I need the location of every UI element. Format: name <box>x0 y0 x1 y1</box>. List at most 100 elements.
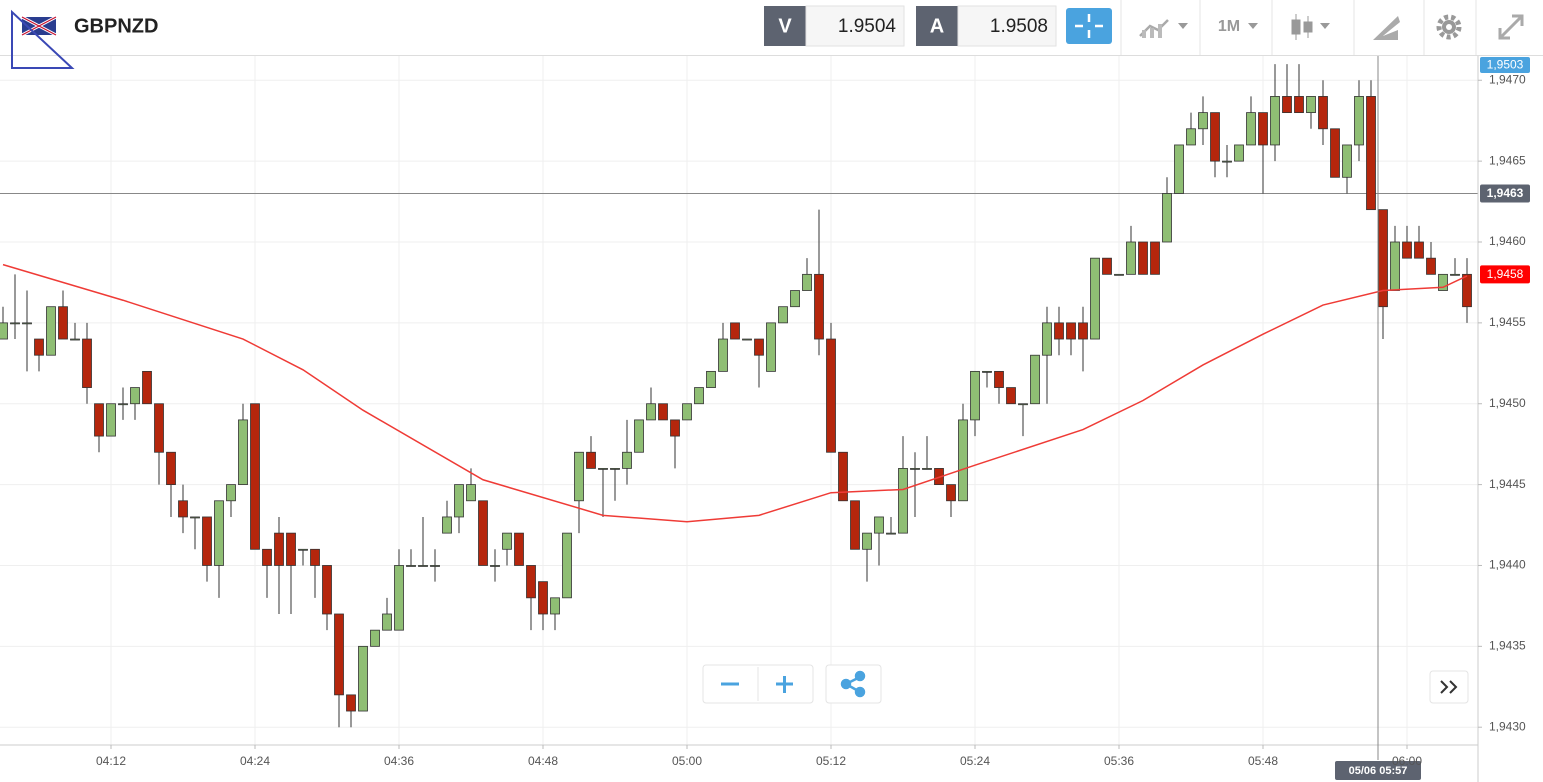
candle-body <box>886 532 896 535</box>
candle-body <box>286 532 296 566</box>
candle-body <box>694 387 704 405</box>
share-button[interactable] <box>825 664 882 704</box>
candle-body <box>754 338 764 356</box>
bid-label: V <box>778 15 792 37</box>
candle-body <box>550 597 560 615</box>
x-tick-label: 05:12 <box>816 754 846 768</box>
ask-marker-label: 1,9503 <box>1487 58 1524 72</box>
candle-body <box>1282 96 1292 114</box>
candle-body <box>1270 96 1280 146</box>
candle-body <box>1234 144 1244 162</box>
candle-body <box>154 403 164 453</box>
candle-body <box>298 548 308 551</box>
x-tick-label: 05:00 <box>672 754 702 768</box>
candle-body <box>1426 257 1436 275</box>
axis <box>0 56 1479 782</box>
candle-body <box>1090 257 1100 340</box>
candle-body <box>214 500 224 566</box>
settings-button[interactable] <box>1436 14 1462 40</box>
timeframe-button[interactable]: 1M <box>1218 18 1240 35</box>
candle-body <box>430 565 440 567</box>
chart-type-button[interactable] <box>1139 19 1188 38</box>
bid-button[interactable] <box>764 6 806 46</box>
candle-body <box>574 451 584 502</box>
candle-body <box>1402 241 1412 259</box>
scroll-right-icon <box>1440 680 1458 694</box>
candle-body <box>0 322 8 340</box>
x-tick-label: 05:24 <box>960 754 990 768</box>
candle-body <box>1462 273 1472 308</box>
zoom-in-button[interactable] <box>776 676 793 693</box>
bid-value: 1.9504 <box>838 16 897 37</box>
moving-average <box>2 263 1468 523</box>
candle-body <box>1318 96 1328 130</box>
x-tick-label: 05:36 <box>1104 754 1134 768</box>
candle-body <box>370 629 380 647</box>
crosshair-time-box <box>1335 761 1421 780</box>
candle-body <box>1162 193 1172 243</box>
candle-body <box>166 451 176 486</box>
fullscreen-button[interactable] <box>1498 14 1524 40</box>
candle-body <box>994 370 1004 388</box>
candle-body <box>1006 387 1016 405</box>
candle-body <box>1450 273 1460 276</box>
candle-body <box>322 565 332 615</box>
x-tick-label: 05:48 <box>1248 754 1278 768</box>
candle-body <box>622 451 632 469</box>
candle-body <box>1018 403 1028 406</box>
ask-box <box>957 5 1057 47</box>
candle-body <box>274 532 284 566</box>
candle-body <box>142 370 152 405</box>
x-tick-label: 04:12 <box>96 754 126 768</box>
candle-body <box>1294 96 1304 114</box>
candle-body <box>466 484 476 502</box>
candle-body <box>1414 241 1424 259</box>
candle-body <box>10 322 20 325</box>
drawing-tool-button[interactable] <box>1373 16 1400 40</box>
candle-body <box>1198 112 1208 130</box>
candle-type-button[interactable] <box>1291 14 1330 40</box>
toolbar-separators <box>1120 0 1477 55</box>
plot-area <box>0 56 1478 745</box>
candle-body <box>358 645 368 712</box>
crosshair-icon <box>1075 14 1103 38</box>
y-tick-label: 1,9450 <box>1489 396 1526 410</box>
candle-body <box>982 370 992 373</box>
bid-box <box>805 5 905 47</box>
candle-body <box>382 613 392 631</box>
candle-body <box>766 322 776 372</box>
candle-body <box>238 419 248 486</box>
x-tick-label: 04:36 <box>384 754 414 768</box>
y-tick-label: 1,9460 <box>1489 234 1526 248</box>
candle-body <box>730 322 740 340</box>
share-icon <box>840 670 866 698</box>
y-tick-label: 1,9465 <box>1489 153 1526 167</box>
candle-body <box>814 273 824 340</box>
ask-marker-box <box>1480 57 1530 73</box>
candle-body <box>94 403 104 437</box>
ask-button[interactable] <box>916 6 958 46</box>
candle-body <box>1378 209 1388 308</box>
candle-body <box>478 500 488 566</box>
candle-body <box>454 484 464 518</box>
candle-body <box>70 338 80 341</box>
candle-body <box>1114 273 1124 276</box>
candle-body <box>706 370 716 388</box>
candle-body <box>862 532 872 550</box>
scroll-right-button[interactable] <box>1429 670 1469 704</box>
candle-body <box>1126 241 1136 275</box>
candle-body <box>442 516 452 534</box>
candle-body <box>838 451 848 502</box>
candle-body <box>1222 160 1232 163</box>
candle-body <box>586 451 596 469</box>
x-tick-label: 04:24 <box>240 754 270 768</box>
candle-body <box>58 306 68 340</box>
candle-body <box>634 419 644 453</box>
y-tick-label: 1,9455 <box>1489 315 1526 329</box>
candle-body <box>562 532 572 599</box>
crosshair-button[interactable] <box>1066 8 1112 44</box>
candle-body <box>22 322 32 325</box>
candle-body <box>526 565 536 599</box>
candle-body <box>742 338 752 341</box>
